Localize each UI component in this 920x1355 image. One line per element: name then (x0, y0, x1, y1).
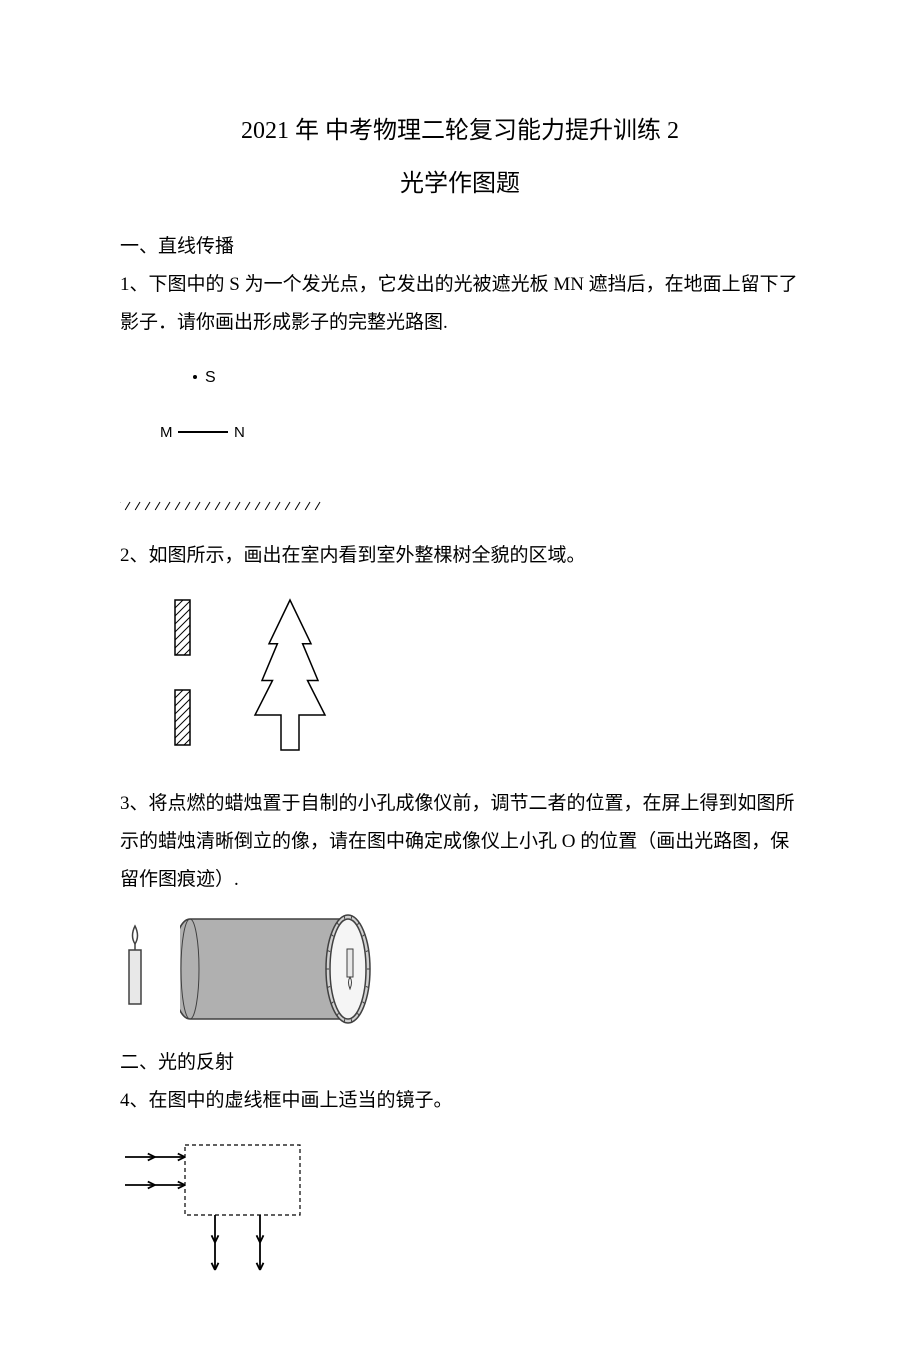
section-1-heading: 一、直线传播 (120, 228, 800, 266)
question-2-text: 2、如图所示，画出在室内看到室外整棵树全貌的区域。 (120, 537, 800, 575)
document-title: 2021 年 中考物理二轮复习能力提升训练 2 (120, 110, 800, 145)
svg-text:S: S (205, 369, 216, 386)
question-4-figure (120, 1135, 800, 1275)
svg-text:N: N (234, 424, 245, 441)
question-3-figure (120, 914, 800, 1024)
section-2-heading: 二、光的反射 (120, 1044, 800, 1082)
document-subtitle: 光学作图题 (120, 163, 800, 198)
question-1-figure: S M N (120, 357, 800, 517)
question-4-text: 4、在图中的虚线框中画上适当的镜子。 (120, 1082, 800, 1120)
svg-text:M: M (160, 424, 173, 441)
question-1-text: 1、下图中的 S 为一个发光点，它发出的光被遮光板 MN 遮挡后，在地面上留下了… (120, 266, 800, 342)
question-2-figure (120, 590, 800, 765)
question-3-text: 3、将点燃的蜡烛置于自制的小孔成像仪前，调节二者的位置，在屏上得到如图所示的蜡烛… (120, 785, 800, 899)
